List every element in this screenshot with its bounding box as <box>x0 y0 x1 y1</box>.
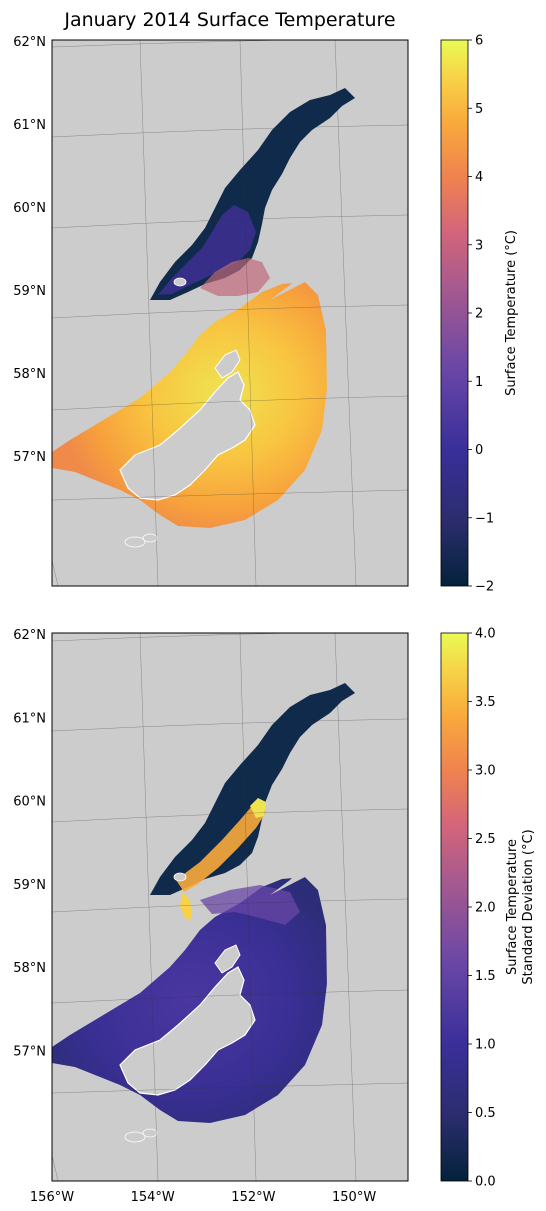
stddev-map-panel: 62°N 61°N 60°N 59°N 58°N 57°N 156°W 154°W 152°W… <box>13 628 409 1205</box>
temperature-field <box>52 282 328 528</box>
small-island <box>124 536 146 548</box>
colorbar-ticks: 0.0 0.5 1.0 1.5 2.0 2.5 3.0 3.5 4.0 <box>468 627 496 1190</box>
latitude-tick-labels: 62°N 61°N 60°N 59°N 58°N 57°N <box>13 35 46 465</box>
colorbar-label: Standard Deviation (°C) <box>521 829 536 984</box>
latitude-tick-label: 62°N <box>13 35 46 50</box>
colorbar-tick-label: 2 <box>475 307 483 322</box>
temperature-map-panel: 62°N 61°N 60°N 59°N 58°N 57°N <box>13 35 409 587</box>
small-island <box>173 277 187 287</box>
high-variance-core <box>250 798 266 818</box>
colorbar-tick-label: 6 <box>475 34 483 49</box>
chart-title: January 2014 Surface Temperature <box>63 9 395 31</box>
stddev-field <box>52 877 328 1123</box>
graticule <box>52 40 408 586</box>
mid-inlet-region <box>158 205 256 295</box>
colorbar-tick-label: 1 <box>475 375 483 390</box>
latitude-tick-label: 62°N <box>13 628 46 643</box>
colorbar-tick-label: −2 <box>475 580 494 595</box>
latitude-tick-label: 61°N <box>13 118 46 133</box>
colorbar-tick-label: 3 <box>475 238 483 253</box>
stddev-colorbar: 0.0 0.5 1.0 1.5 2.0 2.5 3.0 3.5 4.0 Surface Temp… <box>440 627 536 1190</box>
colorbar-tick-label: −1 <box>475 511 494 526</box>
colorbar-tick-label: 2.0 <box>475 901 496 916</box>
high-variance-spot <box>180 892 192 920</box>
kodiak-island <box>119 371 256 501</box>
afognak-island <box>214 349 241 379</box>
latitude-tick-label: 58°N <box>13 367 46 382</box>
colorbar-ticks: −2 −1 0 1 2 3 4 5 6 <box>468 34 494 595</box>
small-island <box>142 1128 158 1138</box>
cold-inlet-region <box>150 88 355 300</box>
small-island <box>142 533 158 543</box>
latitude-tick-label: 57°N <box>13 1044 46 1059</box>
colorbar-tick-label: 3.5 <box>475 695 496 710</box>
longitude-tick-label: 154°W <box>131 1190 175 1205</box>
high-variance-streak <box>176 800 266 892</box>
latitude-tick-label: 58°N <box>13 961 46 976</box>
latitude-tick-label: 60°N <box>13 795 46 810</box>
temperature-colorbar: −2 −1 0 1 2 3 4 5 6 Surface Temperature (°C) <box>440 34 519 595</box>
colorbar-label: Surface Temperature (°C) <box>504 230 519 396</box>
small-island <box>124 1131 146 1143</box>
latitude-tick-label: 59°N <box>13 284 46 299</box>
latitude-tick-label: 60°N <box>13 201 46 216</box>
plot-frame <box>51 632 409 1182</box>
latitude-tick-label: 59°N <box>13 878 46 893</box>
small-island <box>173 872 187 882</box>
colorbar-tick-label: 5 <box>475 102 483 117</box>
kodiak-island <box>119 966 256 1096</box>
longitude-tick-label: 150°W <box>332 1190 376 1205</box>
colorbar-tick-label: 0 <box>475 443 483 458</box>
graticule <box>52 633 408 1181</box>
colorbar-tick-label: 3.0 <box>475 764 496 779</box>
cold-inlet-region <box>150 683 355 895</box>
longitude-tick-label: 152°W <box>231 1190 275 1205</box>
colorbar-tick-label: 4.0 <box>475 627 496 642</box>
latitude-tick-label: 61°N <box>13 711 46 726</box>
longitude-tick-label: 156°W <box>30 1190 74 1205</box>
colorbar-tick-label: 1.0 <box>475 1038 496 1053</box>
kenai-coast <box>270 815 408 1181</box>
colorbar-label: Surface Temperature <box>505 839 520 975</box>
colorbar-tick-label: 0.0 <box>475 1175 496 1190</box>
plot-frame <box>51 39 409 587</box>
transition-region <box>200 258 270 296</box>
colorbar-tick-label: 1.5 <box>475 969 496 984</box>
afognak-island <box>214 944 241 974</box>
moderate-variance-band <box>200 885 300 925</box>
colorbar-tick-label: 0.5 <box>475 1106 496 1121</box>
longitude-tick-labels: 156°W 154°W 152°W 150°W <box>30 1190 376 1205</box>
colorbar-gradient <box>440 632 469 1182</box>
kenai-coast <box>270 220 408 586</box>
colorbar-tick-label: 4 <box>475 170 483 185</box>
colorbar-tick-label: 2.5 <box>475 832 496 847</box>
colorbar-gradient <box>440 39 469 587</box>
latitude-tick-label: 57°N <box>13 450 46 465</box>
latitude-tick-labels: 62°N 61°N 60°N 59°N 58°N 57°N <box>13 628 46 1059</box>
